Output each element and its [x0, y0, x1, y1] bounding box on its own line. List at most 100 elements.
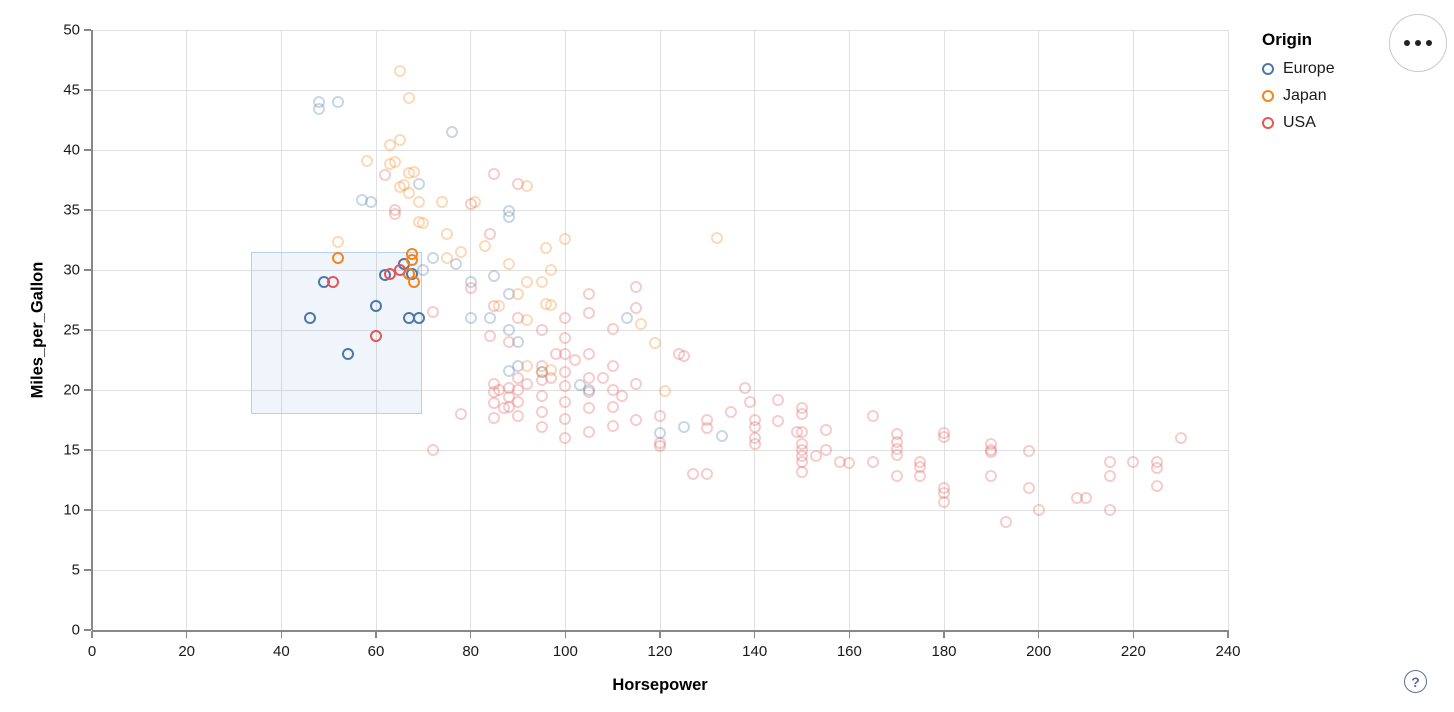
scatter-point — [521, 360, 534, 372]
scatter-point — [512, 396, 524, 408]
scatter-point — [521, 276, 534, 288]
y-tick-label: 20 — [63, 381, 80, 399]
scatter-point — [436, 195, 449, 208]
scatter-point — [559, 412, 572, 425]
scatter-point — [545, 264, 558, 276]
x-tick-label: 0 — [87, 643, 97, 660]
x-tick-label: 100 — [552, 643, 578, 660]
x-tick — [375, 631, 377, 638]
y-tick-label: 5 — [71, 561, 80, 579]
scatter-point — [1103, 504, 1116, 516]
scatter-point — [512, 410, 524, 423]
scatter-point — [810, 450, 823, 462]
x-tick-label: 180 — [931, 643, 957, 660]
scatter-point — [1174, 432, 1187, 444]
scatter-point — [559, 380, 572, 393]
scatter-point — [405, 254, 418, 267]
europe-point-icon — [1262, 63, 1274, 75]
scatter-point — [890, 470, 903, 483]
scatter-point — [985, 446, 998, 459]
scatter-point — [379, 169, 392, 182]
scatter-point — [502, 258, 515, 270]
x-axis-title: Horsepower — [612, 676, 708, 694]
y-tick-label: 25 — [63, 321, 80, 339]
gridline-horizontal — [92, 269, 1228, 271]
scatter-point — [441, 252, 453, 264]
scatter-point — [545, 363, 558, 376]
scatter-point — [583, 288, 595, 300]
legend-label: USA — [1283, 114, 1316, 131]
scatter-point — [1103, 456, 1116, 468]
x-tick-label: 140 — [742, 643, 768, 660]
y-axis-line — [91, 30, 93, 630]
ellipsis-icon — [1403, 39, 1411, 47]
scatter-point — [606, 400, 619, 413]
scatter-point — [403, 187, 416, 200]
scatter-point — [464, 198, 477, 210]
y-tick-label: 0 — [71, 621, 80, 639]
scatter-point — [654, 427, 666, 440]
scatter-point — [796, 408, 808, 420]
x-tick-label: 120 — [647, 643, 673, 660]
scatter-point — [606, 384, 619, 396]
scatter-point — [597, 372, 610, 384]
scatter-point — [483, 312, 496, 324]
scatter-point — [445, 126, 458, 138]
y-tick-label: 35 — [63, 201, 80, 219]
scatter-point — [654, 410, 666, 423]
scatter-point — [559, 232, 572, 245]
scatter-point — [701, 422, 714, 435]
scatter-point — [426, 252, 439, 264]
gridline-horizontal — [92, 89, 1228, 91]
japan-point-icon — [1262, 90, 1274, 102]
scatter-point — [478, 240, 491, 252]
scatter-point — [393, 181, 406, 194]
x-tick-label: 40 — [272, 643, 290, 660]
scatter-point — [559, 396, 572, 408]
scatter-point — [748, 438, 761, 450]
scatter-point — [583, 384, 595, 396]
scatter-point — [677, 350, 690, 363]
legend: Origin Europe Japan USA — [1262, 30, 1335, 141]
scatter-point — [938, 430, 950, 443]
scatter-point — [412, 195, 425, 208]
scatter-point — [502, 324, 515, 336]
y-tick — [84, 149, 91, 151]
scatter-point — [341, 348, 354, 360]
y-tick-label: 15 — [63, 441, 80, 459]
scatter-point — [620, 312, 633, 324]
help-button[interactable]: ? — [1404, 670, 1427, 693]
scatter-point — [535, 276, 548, 288]
y-tick — [84, 29, 91, 31]
scatter-point — [559, 432, 572, 444]
scatter-point — [583, 402, 595, 414]
x-tick — [1132, 631, 1135, 638]
scatter-point — [441, 228, 453, 240]
scatter-point — [365, 195, 378, 208]
x-tick — [1227, 631, 1229, 638]
legend-item-europe: Europe — [1262, 60, 1335, 78]
chart-menu-button[interactable] — [1389, 14, 1447, 72]
scatter-point — [384, 139, 397, 152]
scatter-point — [464, 312, 477, 324]
scatter-point — [796, 465, 808, 478]
scatter-point — [867, 456, 879, 468]
scatter-point — [606, 420, 619, 432]
scatter-point — [488, 168, 501, 180]
scatter-point — [502, 211, 515, 224]
scatter-point — [313, 103, 326, 116]
legend-label: Europe — [1283, 60, 1335, 77]
scatter-point — [535, 390, 548, 402]
scatter-point — [455, 408, 468, 420]
scatter-point — [332, 252, 345, 264]
scatter-point — [393, 64, 406, 77]
scatter-point — [725, 405, 737, 418]
scatter-point — [1151, 462, 1163, 474]
y-tick-label: 50 — [63, 21, 80, 39]
scatter-point — [583, 372, 595, 384]
y-tick — [84, 389, 91, 391]
scatter-point — [559, 348, 572, 360]
scatter-point — [540, 242, 553, 255]
